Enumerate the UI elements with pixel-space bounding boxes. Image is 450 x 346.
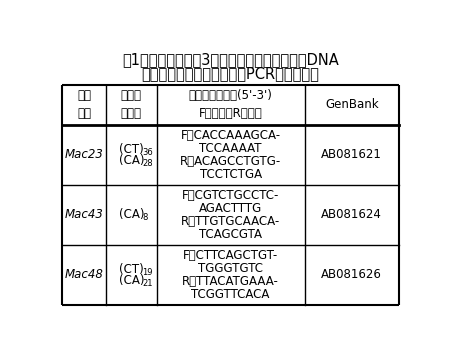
Text: TCCAAAAT: TCCAAAAT: [199, 142, 262, 155]
Text: AB081624: AB081624: [321, 208, 382, 221]
Text: (CT): (CT): [119, 143, 144, 156]
Text: AB081626: AB081626: [321, 268, 382, 281]
Text: 21: 21: [142, 279, 153, 288]
Text: R：ACAGCCTGTG-: R：ACAGCCTGTG-: [180, 155, 281, 168]
Text: 8: 8: [142, 213, 148, 222]
Text: GenBank: GenBank: [325, 98, 378, 111]
Text: 表1　分析に用いた3つのマイクロサテライトDNA: 表1 分析に用いた3つのマイクロサテライトDNA: [122, 52, 339, 67]
Text: TGGGTGTC: TGGGTGTC: [198, 262, 263, 275]
Text: R：TTGTGCAACA-: R：TTGTGCAACA-: [181, 215, 280, 228]
Text: 繰り返
し配列: 繰り返 し配列: [121, 89, 142, 120]
Text: 28: 28: [142, 159, 153, 168]
Text: (CA): (CA): [119, 208, 144, 221]
Text: R：TTACATGAAA-: R：TTACATGAAA-: [182, 275, 279, 288]
Text: (CA): (CA): [119, 274, 144, 287]
Text: マーカー（遺伝子座）及びPCRプライマー: マーカー（遺伝子座）及びPCRプライマー: [142, 66, 320, 81]
Text: プライマー配列(5'-3')
F：前方、R：後方: プライマー配列(5'-3') F：前方、R：後方: [189, 89, 273, 120]
Text: 遺伝
子座: 遺伝 子座: [77, 89, 91, 120]
Text: TCAGCGTA: TCAGCGTA: [199, 228, 262, 241]
Text: Mac48: Mac48: [65, 268, 104, 281]
Text: TCCTCTGA: TCCTCTGA: [199, 168, 262, 181]
Text: (CA): (CA): [119, 154, 144, 167]
Text: Mac43: Mac43: [65, 208, 104, 221]
Text: (CT): (CT): [119, 263, 144, 276]
Text: TCGGTTCACA: TCGGTTCACA: [191, 288, 270, 301]
Text: 36: 36: [142, 148, 153, 157]
Text: F：CGTCTGCCTC-: F：CGTCTGCCTC-: [182, 189, 279, 202]
Text: F：CTTCAGCTGT-: F：CTTCAGCTGT-: [183, 249, 278, 262]
Text: AGACTTTG: AGACTTTG: [199, 202, 262, 215]
Text: 19: 19: [142, 268, 153, 277]
Text: F：CACCAAAGCA-: F：CACCAAAGCA-: [180, 129, 281, 142]
Text: Mac23: Mac23: [65, 148, 104, 161]
Text: AB081621: AB081621: [321, 148, 382, 161]
